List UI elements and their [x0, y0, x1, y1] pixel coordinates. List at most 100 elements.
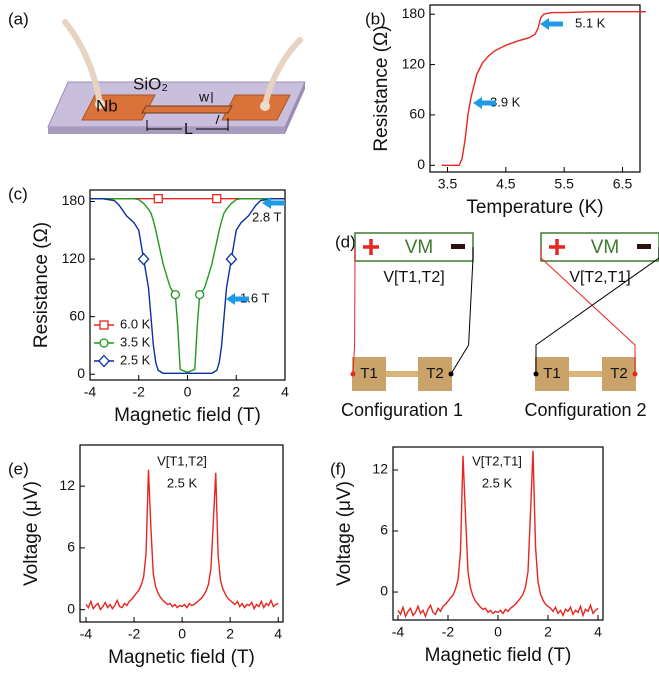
- x-tick-label: 5.5: [554, 176, 574, 192]
- y-tick-label: 0: [417, 156, 425, 172]
- x-tick-label: -4: [84, 384, 97, 400]
- annotation: 2.5 K: [482, 475, 513, 490]
- x-tick-label: 4: [281, 384, 289, 400]
- terminal-label: T1: [543, 365, 561, 382]
- y-tick-label: 180: [62, 192, 86, 208]
- annotation: 2.8 T: [252, 209, 281, 224]
- device-schematic: (a) SiO₂ Nb w L: [8, 9, 305, 138]
- x-tick-label: 0: [178, 626, 186, 642]
- wire: [353, 247, 355, 374]
- annotation: V[T1,T2]: [157, 453, 207, 468]
- panel-label: (c): [8, 184, 28, 203]
- x-tick-label: 0: [184, 384, 192, 400]
- annotation: 2.5 K: [167, 475, 198, 490]
- y-tick-label: 60: [69, 307, 85, 323]
- x-axis-title: Magnetic field (T): [108, 647, 255, 668]
- terminal-label: T1: [360, 365, 378, 382]
- x-tick-label: -2: [442, 624, 455, 640]
- terminal-label: T2: [426, 365, 444, 382]
- x-tick-label: 3.5: [438, 176, 458, 192]
- contact: [351, 372, 356, 377]
- bridge: [385, 371, 418, 377]
- marker: [196, 291, 204, 299]
- data-line: [442, 12, 646, 166]
- legend-marker: [100, 339, 108, 347]
- arrow: [540, 18, 563, 30]
- y-axis-title: Voltage (μV): [334, 481, 355, 586]
- x-tick-label: 4: [594, 624, 602, 640]
- figure: (a) SiO₂ Nb w L (d) VM V[T1,T2] T1 T2 Config…: [0, 0, 659, 679]
- minus-sign: [451, 244, 465, 249]
- minus-sign: [637, 244, 651, 249]
- x-tick-label: -4: [80, 626, 93, 642]
- y-axis-title: Resistance (Ω): [31, 222, 52, 348]
- legend-label: 6.0 K: [120, 316, 151, 331]
- width-label: w: [198, 89, 210, 105]
- legend-label: 2.5 K: [120, 352, 151, 367]
- x-axis-title: Magnetic field (T): [114, 405, 261, 426]
- marker: [171, 291, 179, 299]
- x-tick-label: -2: [128, 626, 141, 642]
- x-axis-title: Temperature (K): [466, 197, 603, 218]
- wire: [451, 247, 473, 374]
- annotation: V[T2,T1]: [472, 453, 522, 468]
- bridge: [568, 371, 602, 377]
- contact: [449, 372, 454, 377]
- x-axis-title: Magnetic field (T): [425, 645, 572, 666]
- y-tick-label: 120: [62, 250, 86, 266]
- annotation: 5.1 K: [575, 15, 606, 30]
- y-tick-label: 180: [402, 5, 426, 21]
- x-tick-label: 2: [544, 624, 552, 640]
- wire: [541, 247, 635, 374]
- marker: [139, 254, 149, 265]
- voltage-label: V[T1,T2]: [383, 269, 444, 286]
- voltage-label: V[T2,T1]: [569, 269, 630, 286]
- plot-frame: [393, 447, 603, 620]
- panel-label: (d): [335, 232, 356, 251]
- length-label: L: [184, 121, 193, 138]
- bond-right: [260, 101, 270, 111]
- marker: [226, 254, 236, 265]
- nanowire: [142, 106, 232, 113]
- meter-label: VM: [591, 237, 620, 258]
- y-tick-label: 0: [77, 365, 85, 381]
- y-tick-label: 120: [402, 55, 426, 71]
- terminal-label: T2: [610, 365, 628, 382]
- x-tick-label: -2: [133, 384, 146, 400]
- legend-marker: [99, 356, 109, 367]
- panel-label: (e): [8, 459, 29, 478]
- y-axis-title: Voltage (μV): [21, 481, 42, 586]
- metal-label: Nb: [96, 96, 118, 115]
- y-tick-label: 12: [59, 477, 75, 493]
- x-tick-label: 2: [232, 384, 240, 400]
- marker: [213, 195, 221, 203]
- contact: [534, 372, 539, 377]
- configuration-label: Configuration 1: [341, 400, 463, 420]
- x-tick-label: -4: [392, 624, 405, 640]
- y-axis-title: Resistance (Ω): [371, 25, 392, 151]
- legend-marker: [100, 321, 108, 329]
- x-tick-label: 0: [494, 624, 502, 640]
- data-line: [86, 470, 278, 610]
- panel-label: (b): [365, 9, 386, 28]
- substrate-edge: [48, 127, 285, 134]
- x-tick-label: 2: [226, 626, 234, 642]
- plot-frame: [430, 5, 640, 172]
- legend-label: 3.5 K: [120, 334, 151, 349]
- y-tick-label: 6: [67, 539, 75, 555]
- pad-left: [82, 95, 155, 120]
- contact: [633, 372, 638, 377]
- y-tick-label: 6: [380, 522, 388, 538]
- plot-frame: [80, 445, 283, 622]
- y-tick-label: 60: [409, 106, 425, 122]
- panel-label: (f): [330, 459, 346, 478]
- marker: [154, 195, 162, 203]
- y-tick-label: 0: [67, 600, 75, 616]
- y-tick-label: 0: [380, 583, 388, 599]
- meter-label: VM: [405, 237, 434, 258]
- measurement-schematic: (d) VM V[T1,T2] T1 T2 Configuration 1 VM V[T2,…: [335, 232, 659, 419]
- panel-label: (a): [8, 9, 29, 28]
- x-tick-label: 4.5: [496, 176, 516, 192]
- substrate-label: SiO₂: [133, 74, 168, 93]
- x-tick-label: 6.5: [613, 176, 633, 192]
